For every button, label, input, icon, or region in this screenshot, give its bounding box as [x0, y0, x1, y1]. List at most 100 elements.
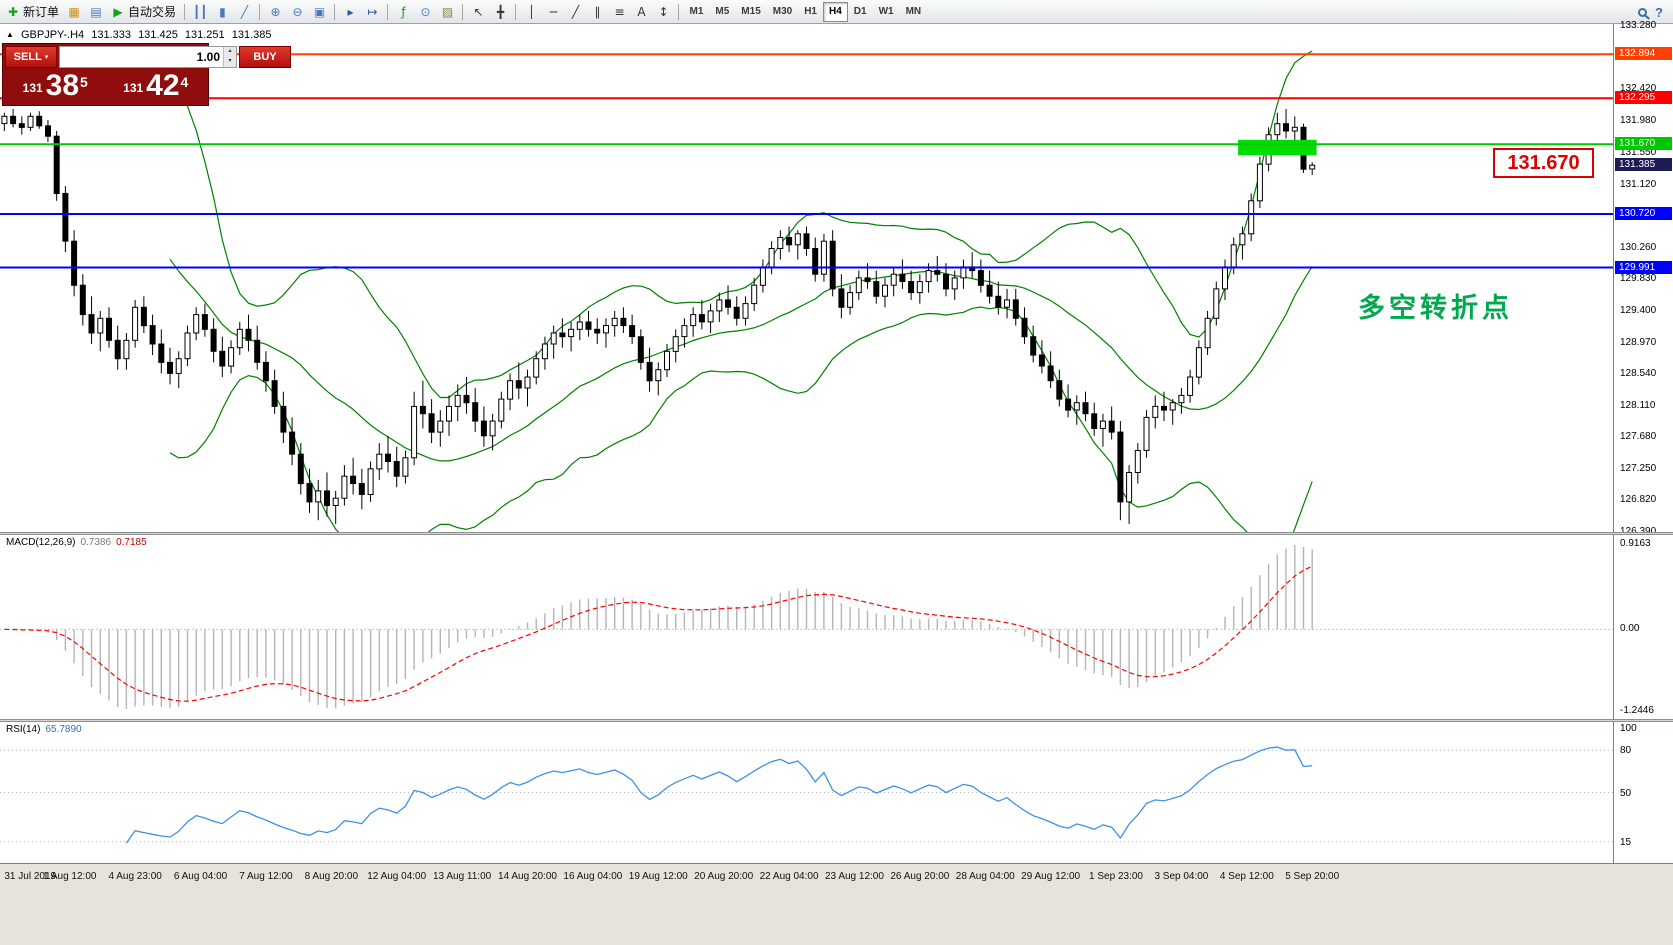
candle-body — [228, 347, 235, 367]
candle-body — [1082, 402, 1089, 415]
candle-body — [79, 284, 86, 316]
candle-body — [986, 284, 993, 297]
price-tick: 131.550 — [1620, 147, 1657, 159]
candle-body — [385, 453, 391, 463]
price-tick: 128.540 — [1620, 368, 1657, 380]
candle-body — [175, 358, 182, 374]
buy-price[interactable]: 131 42 4 — [106, 70, 207, 103]
vertical-line-icon-button[interactable]: │ — [520, 1, 542, 22]
candle-body — [1126, 472, 1133, 503]
fibonacci-icon: ≡ — [614, 4, 625, 19]
new-order-button[interactable]: ✚ 新订单 — [2, 1, 63, 22]
channel-icon: ∥ — [594, 4, 601, 19]
time-axis[interactable]: 31 Jul 2019 1 Aug 12:00 4 Aug 23:00 6 Aug 0… — [0, 863, 1673, 945]
timeframe-h1[interactable]: H1 — [798, 2, 823, 22]
price-level-label: 131.670 — [1615, 137, 1672, 151]
volume-input[interactable] — [60, 47, 223, 67]
candle-body — [620, 317, 627, 327]
candle-body — [1222, 266, 1228, 290]
toolbar-right-group: ? — [1634, 1, 1667, 23]
bollinger-lower — [169, 306, 1313, 532]
timeframe-mn[interactable]: MN — [900, 2, 928, 22]
templates-icon-button[interactable]: ▨ — [436, 1, 458, 22]
periods-icon-button[interactable]: ⊙ — [414, 1, 436, 22]
fibonacci-icon-button[interactable]: ≡ — [608, 1, 630, 22]
volume-stepper: ▴ ▾ — [223, 47, 236, 67]
timeframe-d1[interactable]: D1 — [848, 2, 873, 22]
timeframe-h4[interactable]: H4 — [823, 1, 848, 22]
timeframe-w1[interactable]: W1 — [873, 2, 900, 22]
zoom-out-icon-button[interactable]: ⊖ — [286, 1, 308, 22]
sell-price[interactable]: 131 38 5 — [5, 70, 106, 103]
candle-body — [1309, 164, 1316, 170]
timeframe-m1[interactable]: M1 — [683, 2, 709, 22]
candle-body — [489, 420, 496, 437]
candle-body — [289, 431, 296, 455]
line-chart-icon-button[interactable]: ╱ — [233, 1, 255, 22]
candle-body — [786, 237, 793, 246]
highlight-zone[interactable] — [1238, 139, 1317, 156]
candle-body — [1291, 126, 1298, 132]
price-callout-box[interactable]: 131.670 — [1493, 148, 1594, 178]
main-toolbar: ? ✚ 新订单 ▦ ▤ ▶ 自动交易 ┃┃ ▮ ╱ ⊕ ⊖ ▣ ▸ ↦ ƒ ⊙ ▨ ↖ ╋ │ ─ ╱ ∥ ≡ A ↕ M1 M5 M1… — [0, 0, 1673, 24]
candle-body — [140, 306, 147, 327]
new-chart-icon-button[interactable]: ▦ — [63, 1, 85, 22]
candle-body — [812, 248, 819, 275]
crosshair-icon-button[interactable]: ╋ — [489, 1, 511, 22]
timeframe-m5[interactable]: M5 — [709, 2, 735, 22]
candle-body — [733, 306, 740, 319]
price-tick: 133.280 — [1620, 20, 1657, 31]
search-button[interactable] — [1634, 2, 1651, 23]
help-button[interactable]: ? — [1651, 2, 1667, 23]
candle-body — [1012, 299, 1019, 319]
bars-chart-icon-button[interactable]: ┃┃ — [189, 1, 211, 22]
indicators-icon-button[interactable]: ƒ — [392, 1, 414, 22]
chart-canvas[interactable] — [0, 24, 1673, 945]
candle-body — [236, 328, 243, 349]
candle-body — [332, 497, 339, 507]
horizontal-line-icon-button[interactable]: ─ — [542, 1, 564, 22]
tile-windows-icon-button[interactable]: ▣ — [308, 1, 330, 22]
candles-chart-icon-button[interactable]: ▮ — [211, 1, 233, 22]
candle-body — [463, 394, 470, 404]
cursor-icon-button[interactable]: ↖ — [467, 1, 489, 22]
candle-body — [568, 328, 575, 338]
candle-body — [672, 336, 679, 352]
auto-scroll-icon-button[interactable]: ▸ — [339, 1, 361, 22]
panel-separator[interactable] — [0, 532, 1673, 535]
time-label: 5 Sep 20:00 — [1285, 871, 1340, 882]
candle-body — [1187, 376, 1194, 396]
sell-price-prefix: 131 — [22, 81, 43, 95]
toolbar-separator — [678, 3, 680, 20]
buy-button[interactable]: BUY — [239, 46, 291, 68]
autotrading-button[interactable]: ▶ 自动交易 — [107, 1, 180, 22]
trendline-icon-button[interactable]: ╱ — [564, 1, 586, 22]
volume-down-button[interactable]: ▾ — [224, 57, 236, 67]
macd-signal-line — [4, 565, 1313, 702]
candle-body — [908, 281, 915, 294]
timeframe-m15[interactable]: M15 — [735, 2, 766, 22]
zoom-in-icon-button[interactable]: ⊕ — [264, 1, 286, 22]
candle-body — [1213, 288, 1220, 319]
macd-signal-value: 0.7185 — [116, 537, 147, 548]
new-chart-icon: ▦ — [68, 4, 80, 19]
candle-body — [655, 369, 662, 382]
channel-icon-button[interactable]: ∥ — [586, 1, 608, 22]
candle-body — [1117, 431, 1124, 503]
text-icon-button[interactable]: A — [630, 1, 652, 22]
candle-body — [27, 115, 34, 128]
sell-button[interactable]: SELL ▾ — [5, 46, 57, 68]
timeframe-m30[interactable]: M30 — [767, 2, 798, 22]
candle-body — [114, 339, 121, 360]
time-label: 4 Sep 12:00 — [1219, 871, 1274, 882]
crosshair-icon: ╋ — [496, 4, 505, 19]
panel-separator[interactable] — [0, 719, 1673, 722]
arrows-icon-button[interactable]: ↕ — [652, 1, 674, 22]
chart-shift-icon-button[interactable]: ↦ — [361, 1, 383, 22]
candle-body — [350, 475, 357, 485]
candle-body — [219, 350, 226, 367]
profiles-icon-button[interactable]: ▤ — [85, 1, 107, 22]
volume-up-button[interactable]: ▴ — [224, 47, 236, 57]
chart-annotation-text[interactable]: 多空转折点 — [1358, 293, 1513, 323]
rsi-scale-label: 100 — [1620, 723, 1637, 734]
